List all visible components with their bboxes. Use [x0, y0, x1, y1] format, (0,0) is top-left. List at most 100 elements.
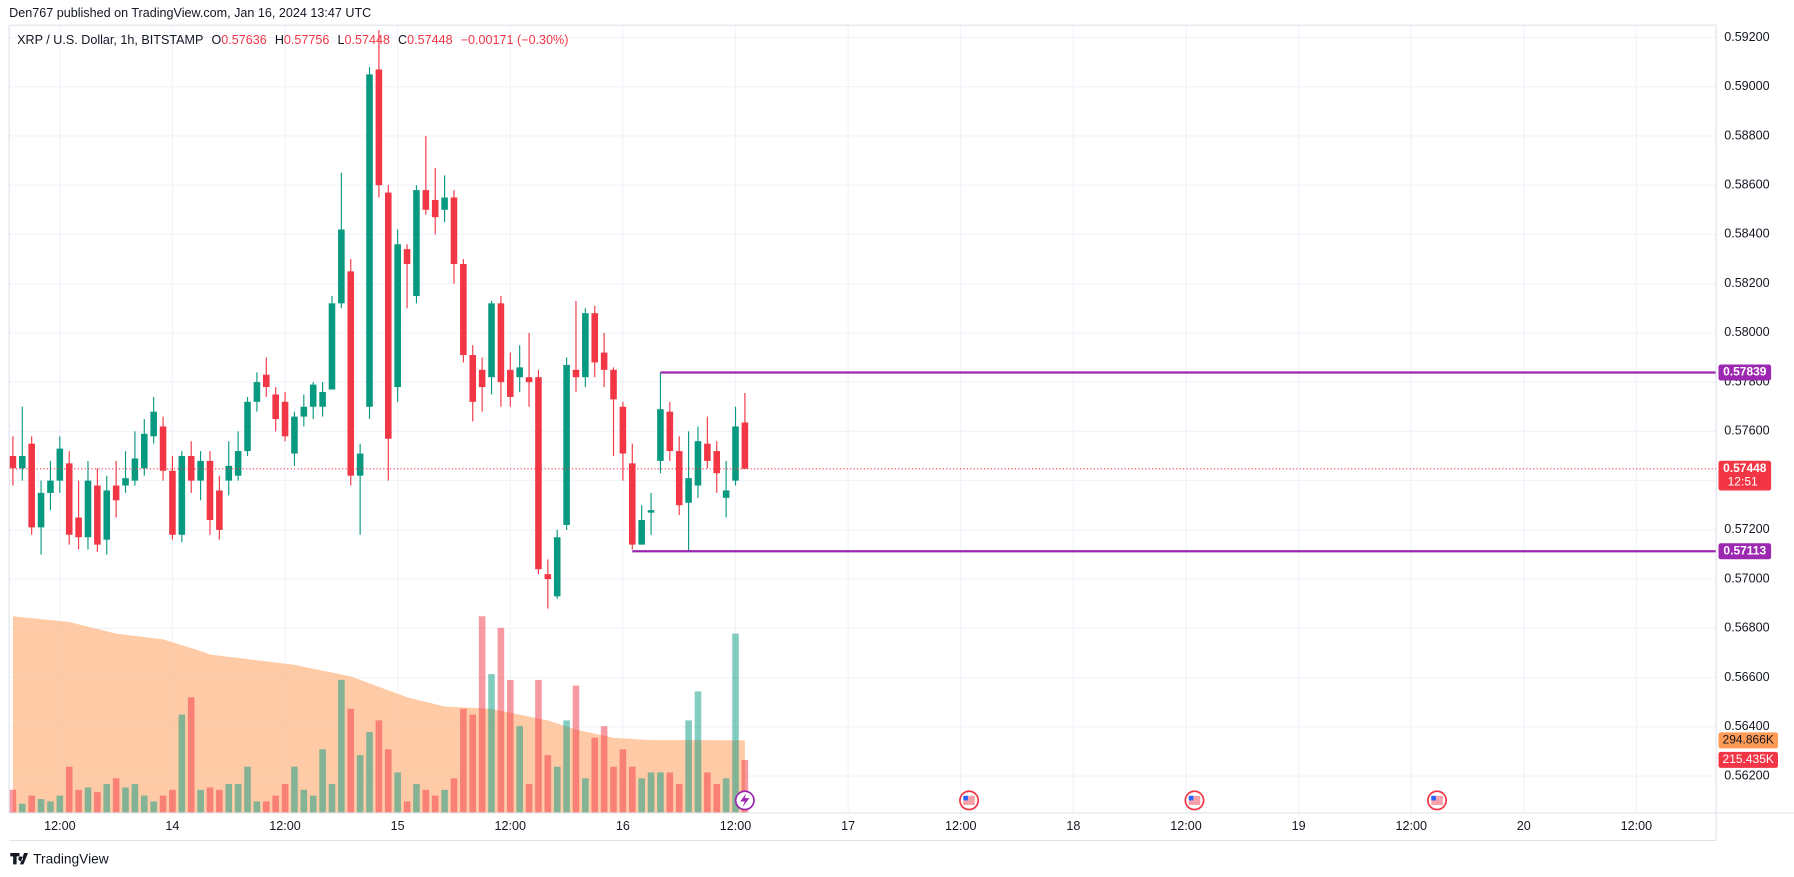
candle-body[interactable]: [450, 197, 458, 264]
candle-body[interactable]: [328, 303, 336, 390]
candle-body[interactable]: [309, 384, 317, 407]
candle-body[interactable]: [272, 394, 279, 420]
candle-body[interactable]: [112, 485, 120, 501]
flag-icon[interactable]: [1184, 790, 1205, 811]
candle-body[interactable]: [582, 313, 589, 378]
candle-body[interactable]: [84, 480, 92, 538]
candle-body[interactable]: [338, 229, 345, 304]
candle-body[interactable]: [150, 411, 157, 437]
candle-body[interactable]: [253, 382, 261, 402]
candle-body[interactable]: [497, 303, 505, 383]
candle-body[interactable]: [535, 377, 542, 570]
candle-body[interactable]: [469, 355, 477, 402]
candle-body[interactable]: [629, 463, 636, 545]
y-tick-label: 0.56200: [1724, 768, 1769, 782]
candle-body[interactable]: [591, 313, 599, 363]
candle-body[interactable]: [47, 480, 54, 493]
candle-body[interactable]: [741, 422, 749, 469]
candle-body[interactable]: [281, 401, 289, 437]
candle-body[interactable]: [319, 391, 326, 407]
volume-bar: [291, 766, 298, 813]
candle-body[interactable]: [713, 451, 721, 474]
candle-body[interactable]: [197, 460, 204, 481]
candle-body[interactable]: [291, 416, 298, 454]
volume-bar: [403, 801, 411, 813]
volume-pane: [9, 616, 749, 813]
candle-body[interactable]: [619, 406, 627, 454]
candle-body[interactable]: [347, 271, 355, 476]
candle-body[interactable]: [141, 433, 148, 469]
candle-body[interactable]: [722, 490, 730, 498]
candle-body[interactable]: [507, 369, 514, 397]
candle-body[interactable]: [356, 453, 364, 476]
candle-body[interactable]: [375, 69, 383, 186]
flag-icon[interactable]: [1427, 790, 1448, 811]
candle-body[interactable]: [516, 367, 523, 378]
candle-body[interactable]: [394, 244, 401, 388]
candle-body[interactable]: [9, 455, 17, 469]
legend-change: −0.00171 (−0.30%): [461, 33, 569, 47]
level-label: 0.57839: [1723, 365, 1767, 379]
candle-body[interactable]: [19, 455, 26, 469]
volume-bar: [507, 679, 514, 813]
candle-body[interactable]: [403, 249, 411, 264]
candle-body[interactable]: [525, 377, 533, 383]
candle-body[interactable]: [413, 190, 420, 296]
level-label: 0.57113: [1723, 543, 1766, 557]
candle-body[interactable]: [234, 451, 242, 476]
candle-body[interactable]: [159, 426, 167, 471]
candle-body[interactable]: [300, 406, 308, 417]
candle-body[interactable]: [65, 463, 73, 535]
volume-bar: [704, 772, 711, 813]
volume-bar: [563, 720, 570, 813]
candle-body[interactable]: [600, 352, 608, 370]
x-tick-label: 19: [1292, 819, 1306, 833]
candle-body[interactable]: [56, 448, 64, 481]
candle-body[interactable]: [732, 426, 739, 481]
candle-body[interactable]: [441, 197, 448, 210]
candle-body[interactable]: [422, 190, 430, 210]
candle-body[interactable]: [460, 263, 467, 356]
candle-body[interactable]: [488, 303, 495, 378]
volume-bar: [178, 714, 186, 813]
candle-body[interactable]: [544, 574, 552, 580]
candle-body[interactable]: [122, 478, 129, 486]
candle-body[interactable]: [431, 199, 439, 218]
candle-body[interactable]: [216, 490, 223, 530]
candle-body[interactable]: [169, 470, 176, 535]
candle-body[interactable]: [694, 441, 702, 486]
volume-bar: [309, 795, 317, 813]
candle-body[interactable]: [478, 369, 486, 388]
candle-body[interactable]: [263, 374, 270, 388]
x-tick-label: 12:00: [945, 819, 976, 833]
candle-body[interactable]: [657, 409, 664, 461]
candle-body[interactable]: [225, 465, 233, 481]
candle-body[interactable]: [75, 517, 82, 538]
candle-body[interactable]: [647, 510, 655, 513]
candle-body[interactable]: [178, 455, 186, 535]
candle-body[interactable]: [28, 443, 35, 528]
candle-body[interactable]: [666, 411, 674, 452]
candle-body[interactable]: [685, 478, 692, 503]
volume-ma-label-box: [1718, 732, 1778, 749]
candle-body[interactable]: [572, 369, 580, 378]
candle-body[interactable]: [206, 460, 214, 521]
candle-body[interactable]: [563, 364, 570, 525]
candle-body[interactable]: [553, 537, 561, 597]
tradingview-logo[interactable]: TradingView: [10, 851, 109, 866]
candle-body[interactable]: [131, 458, 139, 481]
candle-body[interactable]: [638, 520, 645, 545]
candle-body[interactable]: [244, 401, 251, 452]
candle-body[interactable]: [366, 74, 373, 407]
candle-body[interactable]: [610, 369, 617, 400]
candle-body[interactable]: [385, 192, 392, 439]
legend-c: 0.57448: [407, 33, 452, 47]
candle-body[interactable]: [37, 492, 45, 528]
candle-body[interactable]: [103, 490, 111, 540]
candle-body[interactable]: [675, 451, 683, 506]
flag-icon[interactable]: [959, 790, 980, 811]
candle-body[interactable]: [704, 443, 711, 461]
events: [734, 790, 1448, 811]
volume-bar: [460, 708, 467, 813]
candle-body[interactable]: [94, 485, 101, 545]
